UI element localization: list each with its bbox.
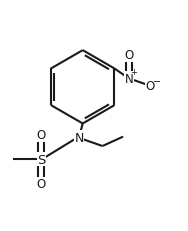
Text: O: O — [37, 129, 46, 142]
Text: N: N — [124, 73, 133, 85]
Text: N: N — [74, 131, 84, 144]
Text: O: O — [124, 49, 133, 62]
Text: O: O — [37, 177, 46, 190]
Text: +: + — [130, 67, 137, 76]
Text: −: − — [153, 77, 161, 87]
Text: O: O — [146, 80, 155, 93]
Text: S: S — [37, 153, 45, 166]
